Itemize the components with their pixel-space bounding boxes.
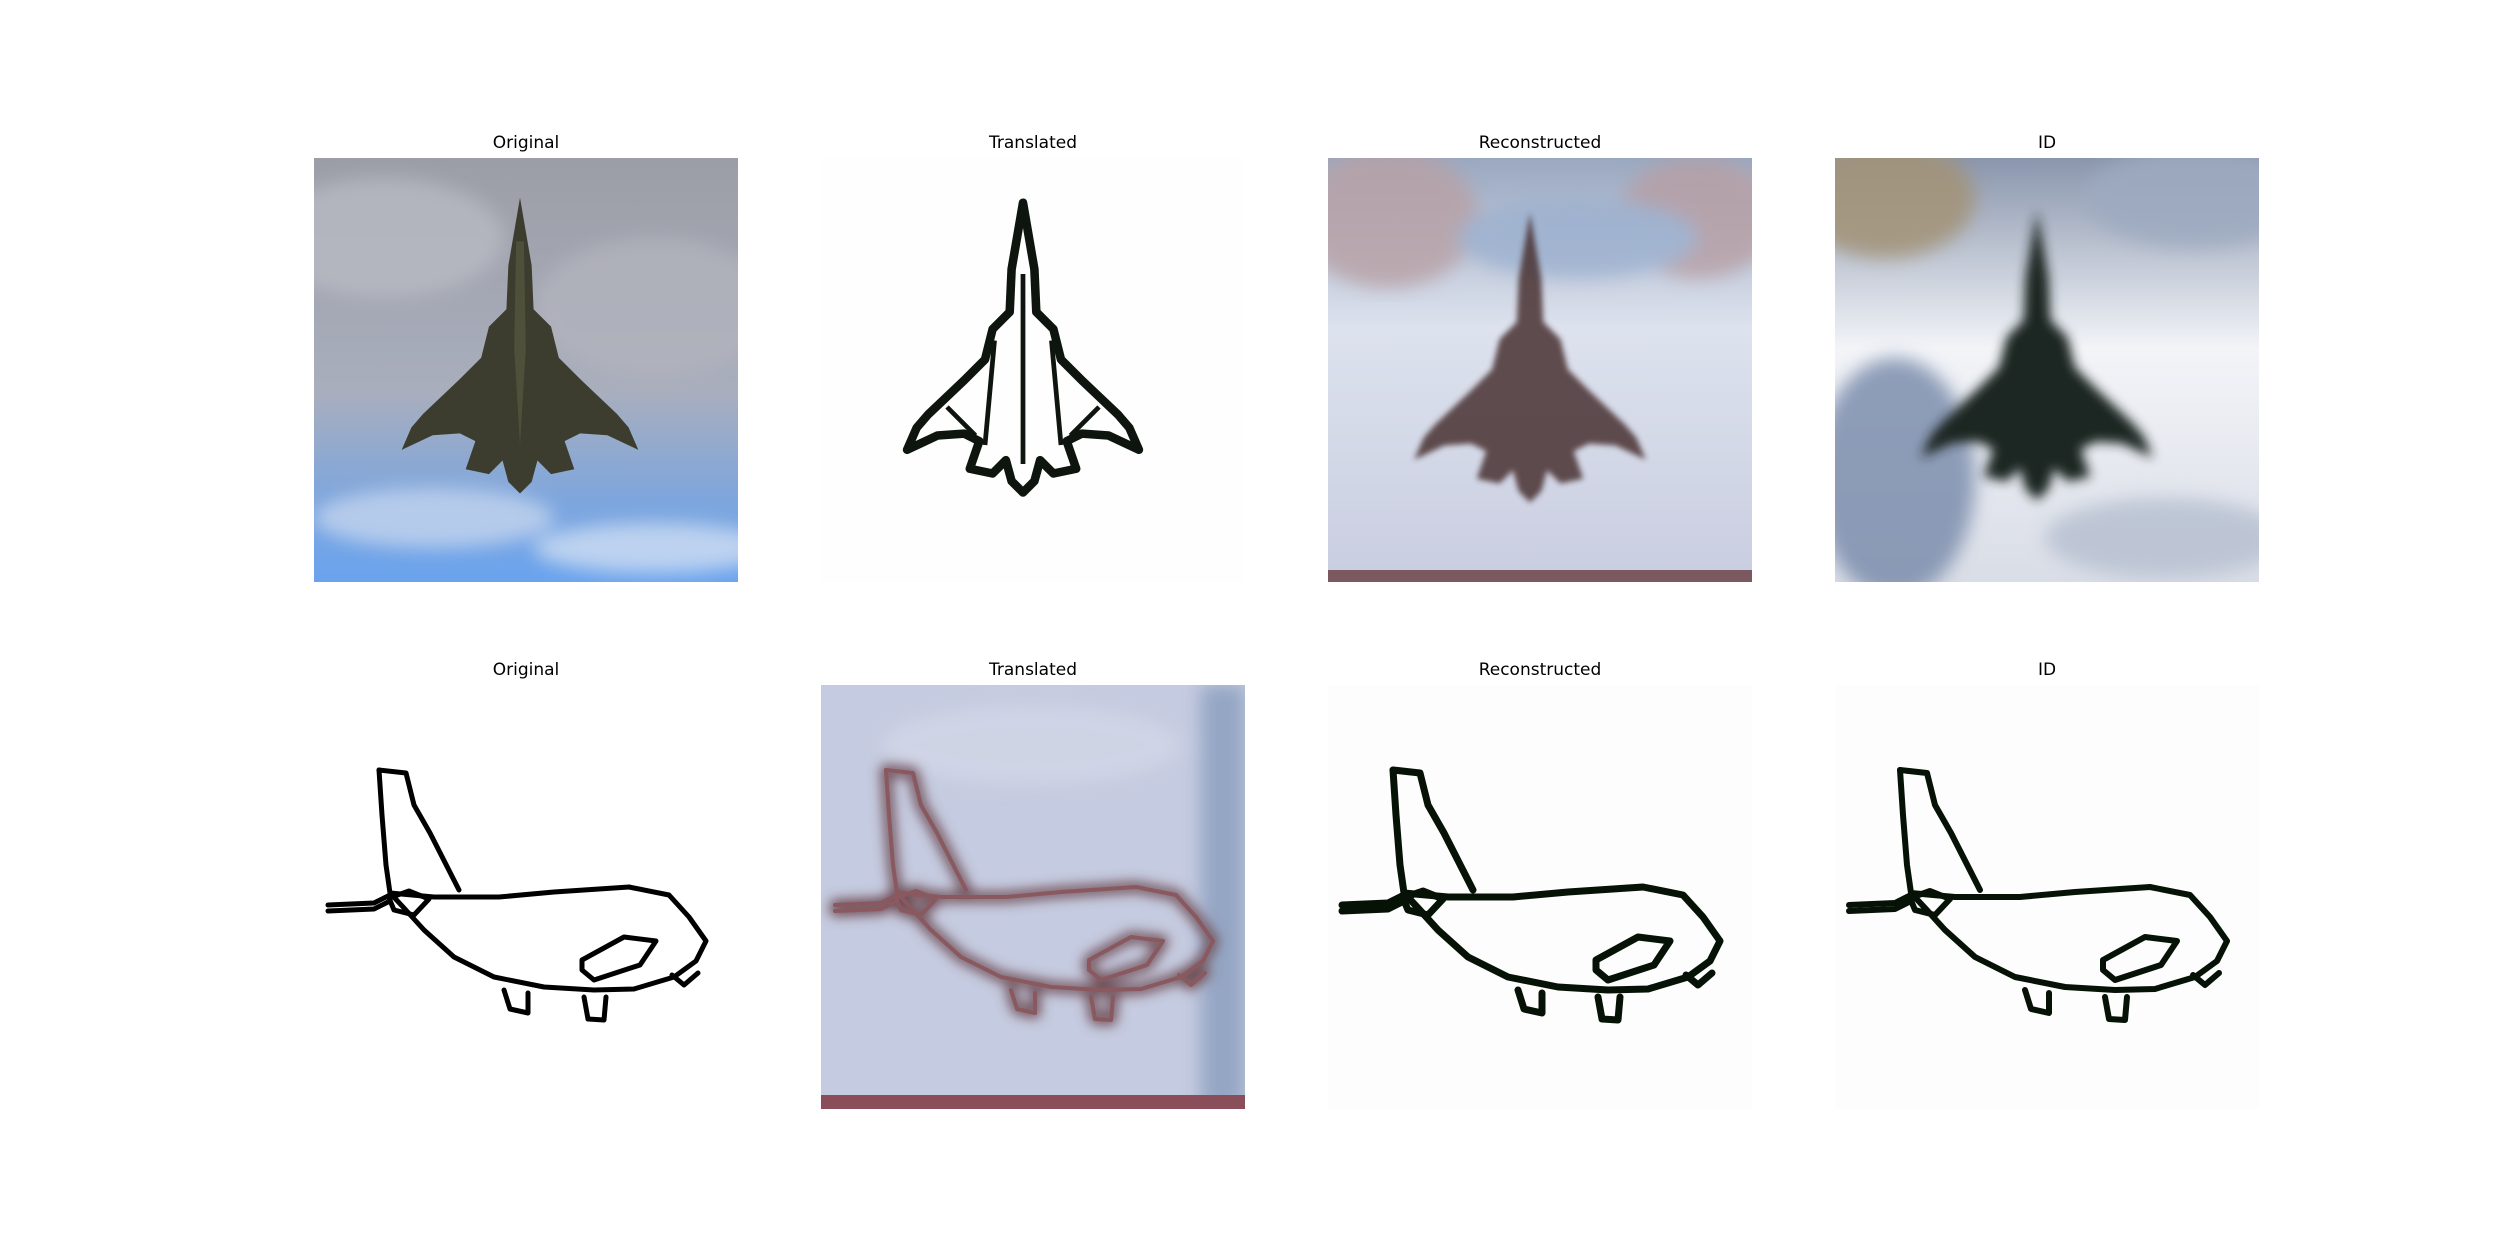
panel-translated-photo: Translated xyxy=(821,660,1245,1109)
airplane-sketch xyxy=(314,685,738,1109)
fighter-jet-reconstructed xyxy=(1328,158,1752,582)
panel-id-sketch: ID xyxy=(1835,660,2259,1109)
fighter-jet-sketch xyxy=(821,158,1245,582)
panel-reconstructed-sketch: Reconstructed xyxy=(1328,660,1752,1109)
panel-title: ID xyxy=(2037,660,2057,680)
airplane-id xyxy=(1835,685,2259,1109)
panel-title: Original xyxy=(492,660,560,680)
panel-translated-sketch: Translated xyxy=(821,133,1245,582)
panel-title: Reconstructed xyxy=(1478,133,1602,153)
fighter-jet-photo xyxy=(314,158,738,582)
airplane-reconstructed xyxy=(1328,685,1752,1109)
panel-title: Original xyxy=(492,133,560,153)
panel-title: ID xyxy=(2037,133,2057,153)
panel-reconstructed-photo: Reconstructed xyxy=(1328,133,1752,582)
panel-title: Translated xyxy=(989,133,1077,153)
panel-original-photo: Original xyxy=(314,133,738,582)
panel-original-sketch: Original xyxy=(314,660,738,1109)
fighter-jet-id xyxy=(1835,158,2259,582)
panel-id-photo: ID xyxy=(1835,133,2259,582)
panel-title: Translated xyxy=(989,660,1077,680)
panel-title: Reconstructed xyxy=(1478,660,1602,680)
airplane-translated xyxy=(821,685,1245,1109)
